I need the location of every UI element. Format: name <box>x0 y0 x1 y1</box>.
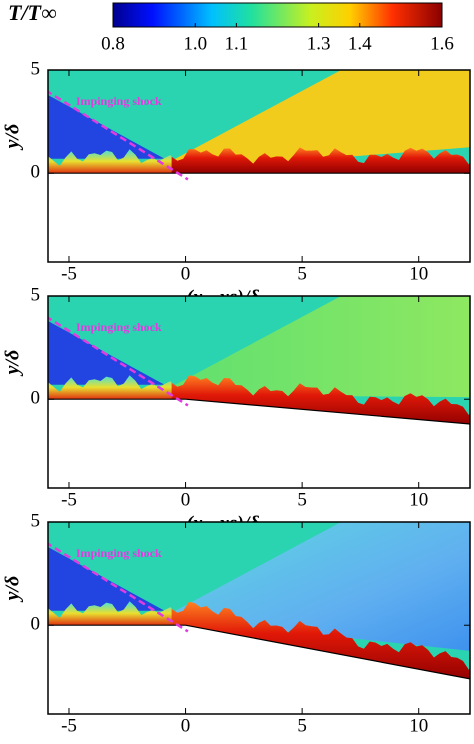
annotation: Impinging shock <box>76 94 162 108</box>
x-tick-label: -5 <box>61 489 77 510</box>
x-tick-label: 10 <box>409 263 428 284</box>
colorbar-tick-label: 1.4 <box>348 33 372 54</box>
x-tick-label: 5 <box>297 715 307 736</box>
colorbar-label: T/T∞ <box>8 0 57 25</box>
x-tick-label: 0 <box>181 715 191 736</box>
x-tick-label: 10 <box>409 715 428 736</box>
y-tick-label: 0 <box>31 388 41 409</box>
y-tick-label: 0 <box>31 162 41 183</box>
y-tick-label: 0 <box>31 614 41 635</box>
colorbar-tick-label: 1.0 <box>183 33 207 54</box>
annotation: Impinging shock <box>76 320 162 334</box>
colorbar-tick-label: 1.3 <box>307 33 331 54</box>
x-tick-label: 5 <box>297 489 307 510</box>
y-axis-label: y/δ <box>2 350 24 377</box>
x-tick-label: -5 <box>61 715 77 736</box>
wall-region <box>36 173 474 272</box>
x-tick-label: 5 <box>297 263 307 284</box>
y-tick-label: 5 <box>31 284 41 305</box>
x-tick-label: 0 <box>181 263 191 284</box>
x-tick-label: 10 <box>409 489 428 510</box>
x-tick-label: -5 <box>61 263 77 284</box>
y-axis-label: y/δ <box>2 576 24 603</box>
colorbar-tick-label: 1.6 <box>430 33 454 54</box>
annotation: Impinging shock <box>76 546 162 560</box>
y-axis-label: y/δ <box>2 124 24 151</box>
y-tick-label: 5 <box>31 58 41 79</box>
colorbar-tick-label: 0.8 <box>101 33 125 54</box>
y-tick-label: 5 <box>31 510 41 531</box>
x-tick-label: 0 <box>181 489 191 510</box>
colorbar <box>113 3 442 27</box>
colorbar-tick-label: 1.1 <box>225 33 249 54</box>
